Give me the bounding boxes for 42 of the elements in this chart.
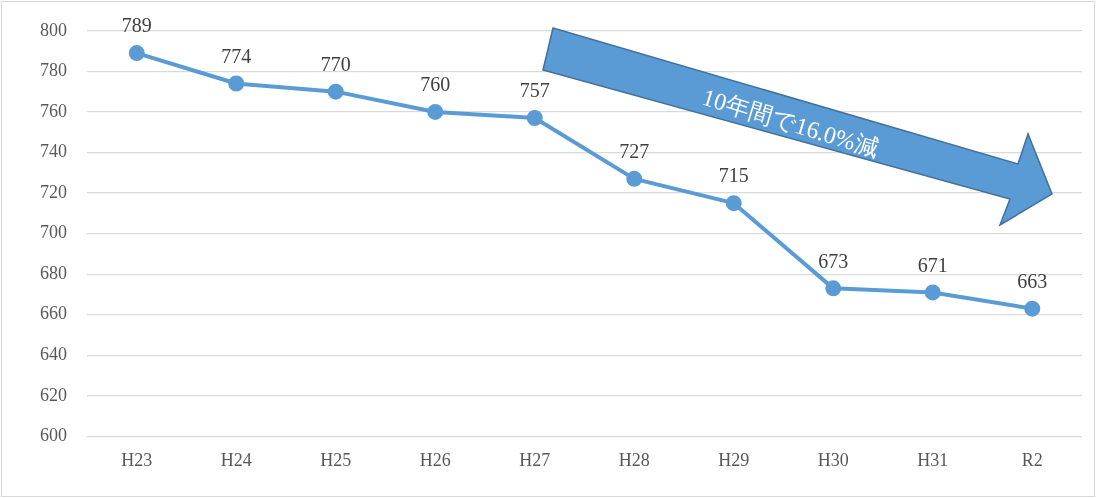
point (526, 110, 543, 126)
point (924, 284, 941, 301)
point (228, 75, 245, 92)
y-tick-label: 740 (40, 141, 67, 162)
x-tick-label: H31 (917, 449, 949, 470)
point (725, 195, 742, 212)
data-label: 770 (320, 52, 351, 75)
data-label: 715 (718, 164, 749, 187)
x-tick-label: H29 (718, 449, 750, 470)
data-label: 789 (121, 14, 152, 37)
data-label: 673 (818, 249, 849, 272)
y-tick-label: 600 (40, 425, 67, 446)
point (327, 83, 344, 100)
x-tick-label: H30 (817, 449, 849, 470)
point (1024, 300, 1041, 317)
data-label: 774 (221, 44, 252, 67)
point (626, 170, 643, 187)
x-tick-label: H28 (618, 449, 650, 470)
y-tick-label: 780 (40, 60, 67, 81)
data-label: 757 (519, 79, 550, 102)
x-tick-label: H24 (220, 449, 252, 470)
point (427, 103, 444, 120)
y-tick-label: 700 (40, 222, 67, 243)
data-label: 671 (917, 253, 948, 276)
y-tick-label: 640 (40, 344, 67, 365)
y-tick-label: 760 (40, 100, 67, 121)
y-tick-label: 720 (40, 181, 67, 202)
point (128, 45, 145, 62)
y-tick-label: 620 (40, 384, 67, 405)
point (825, 280, 842, 297)
y-tick-label: 800 (40, 19, 67, 40)
y-tick-label: 660 (40, 303, 67, 324)
data-label: 663 (1017, 269, 1048, 292)
x-tick-label: H27 (519, 449, 551, 470)
x-tick-label: R2 (1021, 449, 1043, 470)
annotation: 10年間で16.0%減 (697, 82, 883, 165)
x-tick-label: H25 (320, 449, 352, 470)
y-tick-label: 680 (40, 262, 67, 283)
x-tick-label: H23 (121, 449, 153, 470)
data-label: 727 (619, 140, 650, 163)
data-label: 760 (420, 73, 451, 96)
x-tick-label: H26 (419, 449, 451, 470)
